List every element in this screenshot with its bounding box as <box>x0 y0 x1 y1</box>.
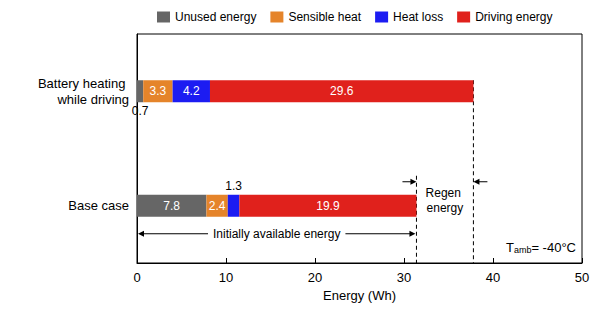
svg-text:energy: energy <box>427 201 464 215</box>
svg-text:19.9: 19.9 <box>316 199 340 213</box>
svg-text:10: 10 <box>219 270 233 285</box>
svg-text:amb: amb <box>514 245 532 255</box>
svg-text:Regen: Regen <box>426 186 465 200</box>
svg-text:29.6: 29.6 <box>330 84 354 98</box>
svg-text:T: T <box>506 240 514 255</box>
svg-text:30: 30 <box>397 270 411 285</box>
svg-text:Unused energy: Unused energy <box>175 10 256 24</box>
svg-text:Base case: Base case <box>68 198 129 213</box>
svg-text:7.8: 7.8 <box>163 199 180 213</box>
svg-text:2.4: 2.4 <box>209 199 226 213</box>
svg-text:0.7: 0.7 <box>132 104 149 118</box>
svg-text:Initially available energy: Initially available energy <box>213 227 340 241</box>
svg-text:= -40°C: = -40°C <box>531 240 576 255</box>
svg-text:while driving: while driving <box>56 92 129 107</box>
svg-text:4.2: 4.2 <box>183 84 200 98</box>
svg-text:0: 0 <box>133 270 140 285</box>
svg-text:3.3: 3.3 <box>150 84 167 98</box>
svg-text:Driving energy: Driving energy <box>475 10 552 24</box>
svg-text:Heat loss: Heat loss <box>393 10 443 24</box>
svg-text:1.3: 1.3 <box>225 179 242 193</box>
svg-text:Energy (Wh): Energy (Wh) <box>323 288 396 303</box>
svg-text:40: 40 <box>486 270 500 285</box>
svg-text:Sensible heat: Sensible heat <box>288 10 361 24</box>
svg-text:50: 50 <box>575 270 589 285</box>
svg-text:Battery heating: Battery heating <box>38 76 129 91</box>
svg-text:20: 20 <box>308 270 322 285</box>
